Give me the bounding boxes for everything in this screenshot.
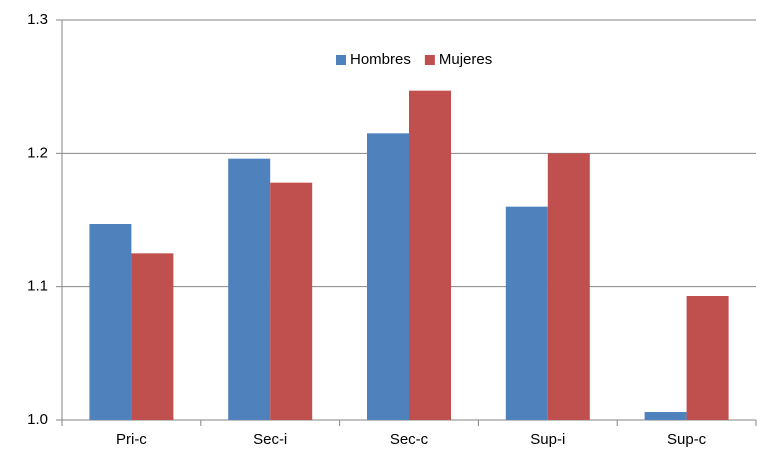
bar <box>367 133 409 421</box>
x-tick-label: Sup-c <box>667 431 707 448</box>
bar <box>131 253 174 420</box>
x-tick-label: Sup-i <box>530 431 565 448</box>
bar <box>547 153 590 421</box>
x-tick-label: Pri-c <box>116 431 147 448</box>
bar <box>409 90 451 421</box>
bar <box>270 182 313 420</box>
x-tick-label: Sec-i <box>253 431 287 448</box>
bar <box>644 412 687 420</box>
y-tick-label: 1.1 <box>27 278 48 295</box>
y-tick-label: 1.0 <box>27 411 48 428</box>
y-tick-label: 1.2 <box>27 144 48 161</box>
bar <box>228 158 271 420</box>
legend-swatch <box>336 55 346 65</box>
legend-swatch <box>424 55 435 65</box>
bar <box>505 206 548 420</box>
bar <box>686 296 729 420</box>
y-tick-label: 1.3 <box>27 11 48 28</box>
bar <box>89 224 132 420</box>
legend-label: Hombres <box>350 51 411 68</box>
x-tick-label: Sec-c <box>390 431 429 448</box>
legend-label: Mujeres <box>439 51 492 68</box>
